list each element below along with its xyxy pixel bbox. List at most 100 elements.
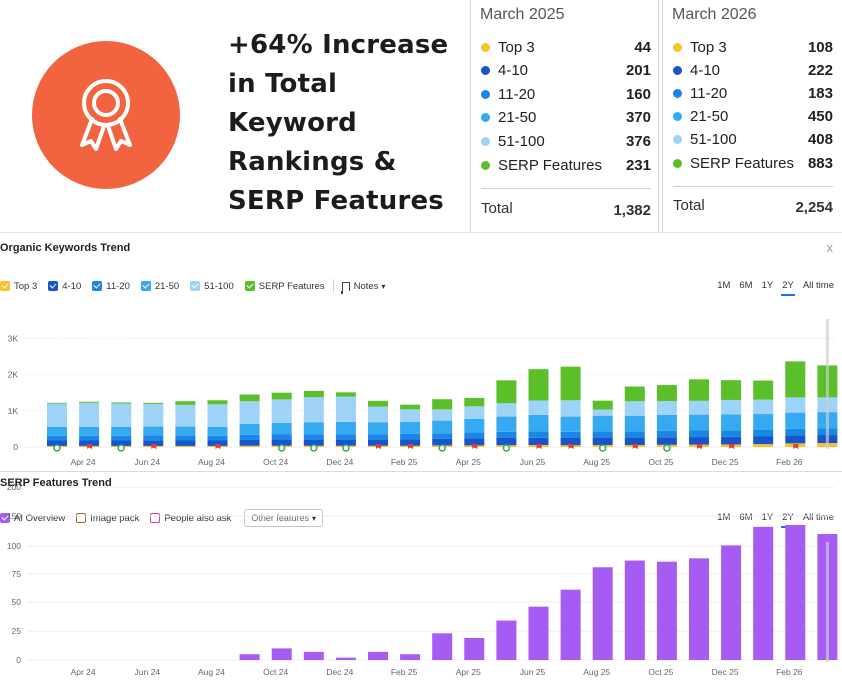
bar-segment (753, 444, 774, 447)
range-all-time[interactable]: All time (802, 512, 834, 523)
legend-11-20[interactable]: 11-20 (92, 281, 130, 292)
range-1y[interactable]: 1Y (761, 280, 774, 291)
range-1m[interactable]: 1M (717, 512, 731, 523)
bar-segment (592, 409, 613, 416)
bar (368, 651, 388, 660)
google-update-icon (53, 444, 61, 452)
serp-features-dot-icon (673, 159, 682, 168)
bar (785, 525, 806, 660)
legend-serp-features[interactable]: SERP Features (244, 281, 325, 292)
y-tick-label: 3K (8, 333, 19, 343)
stat-row: SERP Features 231 (481, 155, 651, 177)
organic-legend: Top 3 4-10 11-20 21-50 51-100 SERP Featu… (0, 278, 385, 294)
x-tick-label: Dec 24 (326, 667, 353, 677)
stat-value: 450 (807, 108, 833, 125)
bar-segment (432, 438, 453, 446)
x-tick-label: Jun 24 (135, 457, 161, 467)
legend-people-also-ask[interactable]: People also ask (150, 513, 231, 524)
bar-segment (111, 426, 132, 436)
stat-value: 108 (807, 39, 833, 56)
x-tick-label: Dec 24 (326, 457, 353, 467)
x-tick-label: Jun 25 (520, 667, 546, 677)
period-label: March 2026 (672, 6, 757, 23)
bar-segment (47, 440, 67, 446)
range-6m[interactable]: 6M (739, 512, 753, 523)
bar-segment (271, 399, 292, 423)
stat-label: 4-10 (498, 62, 529, 79)
bar-segment (47, 435, 67, 441)
stat-label: SERP Features (690, 155, 794, 172)
serp-features-dot-icon (481, 161, 490, 170)
notes-button[interactable]: Notes ▾ (341, 281, 386, 294)
bar-segment (753, 399, 774, 415)
bar (239, 654, 260, 660)
bar-segment (207, 426, 228, 436)
stat-row: 4-10 222 (673, 60, 833, 82)
bar-segment (624, 431, 645, 438)
legend-top3[interactable]: Top 3 (0, 281, 37, 292)
bar-segment (368, 400, 388, 407)
legend-4-10[interactable]: 4-10 (48, 281, 81, 292)
bar-segment (271, 439, 292, 446)
divider (481, 188, 651, 189)
checkbox-icon (140, 281, 151, 291)
bar-segment (239, 434, 260, 440)
stat-value: 883 (807, 155, 833, 172)
range-1m[interactable]: 1M (717, 280, 731, 291)
bar-segment (528, 400, 549, 415)
range-6m[interactable]: 6M (739, 280, 753, 291)
bar-segment (400, 422, 421, 434)
bar (721, 545, 742, 660)
x-tick-label: Feb 26 (776, 457, 803, 467)
top3-dot-icon (481, 43, 490, 52)
award-badge (32, 41, 180, 189)
y-tick-label: 2K (8, 370, 19, 380)
range-all-time[interactable]: All time (802, 280, 834, 291)
bar-segment (271, 422, 292, 435)
legend-label: Image pack (90, 512, 140, 524)
bar-segment (592, 400, 613, 410)
note-flag-icon (568, 444, 574, 449)
bar-segment (239, 394, 260, 402)
checkbox-icon (190, 281, 201, 291)
y-tick-label: 0 (13, 442, 18, 452)
note-flag-icon (472, 444, 478, 449)
bar-segment (624, 415, 645, 432)
bar-segment (624, 401, 645, 416)
bar-segment (721, 399, 742, 415)
x-tick-label: Apr 24 (71, 457, 96, 467)
stat-label: Top 3 (498, 39, 535, 56)
stat-row: 11-20 160 (481, 84, 651, 106)
close-icon[interactable]: x (826, 240, 834, 255)
bar-segment (464, 406, 485, 419)
bar-segment (175, 426, 196, 436)
bar-segment (496, 380, 517, 404)
bar-segment (785, 435, 806, 444)
legend-image-pack[interactable]: Image pack (76, 513, 139, 524)
bar (592, 567, 613, 660)
bar-segment (335, 396, 356, 422)
legend-51-100[interactable]: 51-100 (190, 281, 234, 292)
hover-marker (825, 542, 829, 662)
x-tick-label: Apr 25 (456, 457, 481, 467)
y-tick-label: 200 (7, 482, 21, 492)
legend-ai-overview[interactable]: AI Overview (0, 513, 65, 524)
bar-segment (207, 400, 228, 405)
bar-segment (335, 421, 356, 435)
legend-21-50[interactable]: 21-50 (140, 281, 179, 292)
y-tick-label: 75 (12, 569, 22, 579)
chevron-down-icon: ▾ (381, 281, 386, 291)
bar-segment (79, 402, 100, 427)
bar-segment (432, 433, 453, 439)
bar-segment (496, 437, 517, 446)
other-features-select[interactable]: Other features ▾ (244, 509, 323, 527)
bar-segment (239, 445, 260, 447)
x-tick-label: Jun 25 (520, 457, 546, 467)
legend-label: AI Overview (14, 512, 66, 524)
bar-segment (143, 402, 164, 404)
select-label: Other features (251, 513, 309, 523)
bar-segment (368, 439, 388, 446)
range-2y[interactable]: 2Y (781, 280, 795, 296)
range-1y[interactable]: 1Y (761, 512, 774, 523)
x-tick-label: Oct 25 (648, 457, 673, 467)
